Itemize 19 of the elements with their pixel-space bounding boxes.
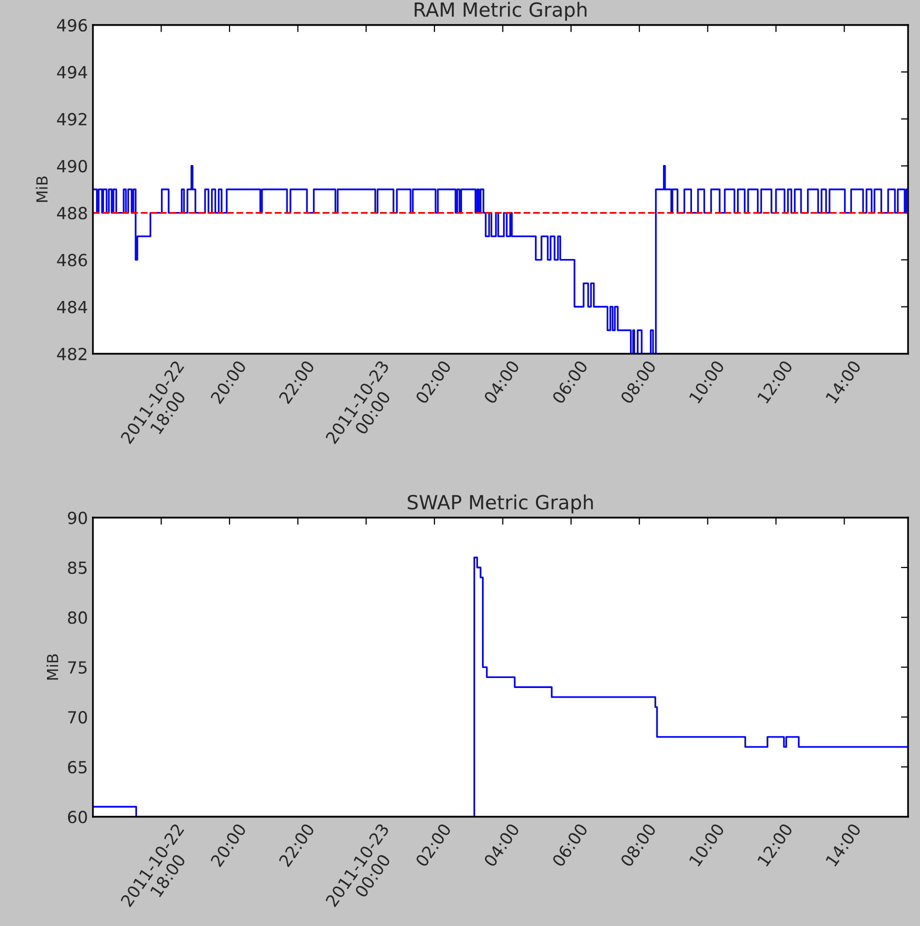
- y-tick-label: 496: [57, 18, 88, 32]
- y-tick-label: 85: [68, 561, 87, 574]
- chart-title: RAM Metric Graph: [414, 2, 586, 21]
- y-tick-label: 494: [57, 66, 88, 79]
- y-tick-label: 75: [68, 661, 87, 674]
- y-tick-label: 60: [68, 810, 87, 824]
- y-tick-label: 90: [68, 512, 87, 524]
- y-axis-title: MiB: [46, 654, 58, 680]
- y-tick-label: 490: [57, 160, 87, 172]
- y-tick-label: 492: [57, 112, 86, 126]
- y-axis-title: MiB: [36, 176, 48, 202]
- y-tick-label: 488: [57, 206, 87, 220]
- y-tick-label: 65: [68, 760, 87, 774]
- y-tick-label: 70: [68, 710, 87, 724]
- chart-title: SWAP Metric Graph: [408, 494, 593, 514]
- y-tick-label: 482: [57, 348, 86, 360]
- y-tick-label: 484: [57, 300, 88, 314]
- y-tick-label: 80: [68, 611, 87, 624]
- y-tick-label: 486: [57, 254, 88, 266]
